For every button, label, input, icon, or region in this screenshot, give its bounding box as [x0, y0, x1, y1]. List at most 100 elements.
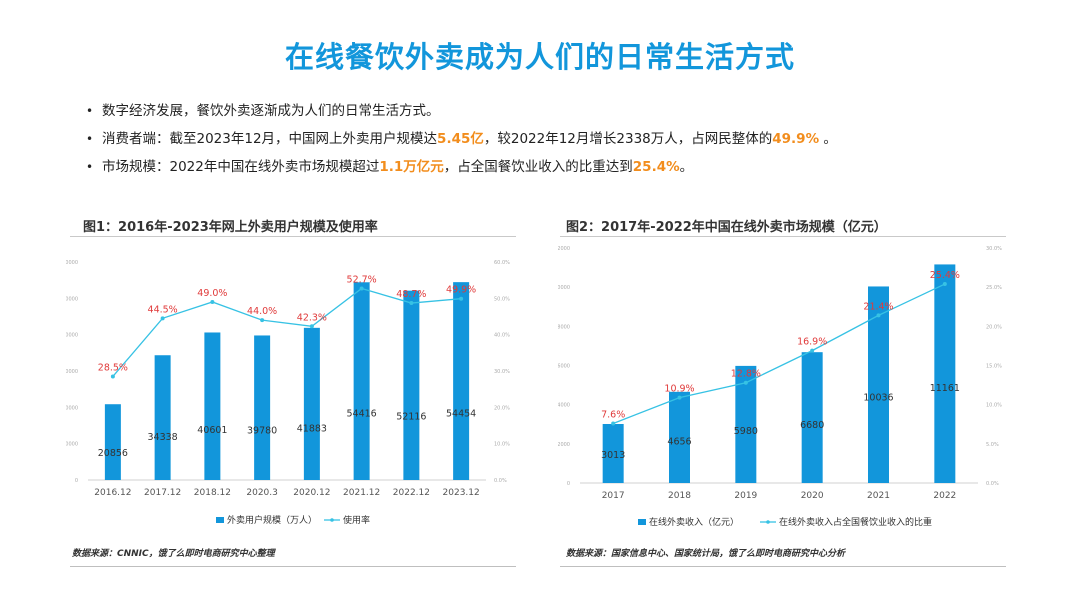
line-value-label: 52.7%	[347, 275, 377, 286]
bar-value-label: 3013	[601, 450, 625, 461]
x-tick-label: 2023.12	[443, 488, 480, 498]
usage-line	[612, 283, 946, 425]
line-point	[309, 324, 314, 329]
line-point	[409, 301, 414, 306]
bullet-text: 市场规模：2022年中国在线外卖市场规模超过	[102, 159, 380, 175]
bar-value-label: 11161	[930, 383, 960, 394]
bullet-item: • 数字经济发展，餐饮外卖逐渐成为人们的日常生活方式。	[86, 97, 837, 125]
line-point	[677, 395, 682, 400]
line-point	[110, 374, 115, 379]
line-point	[611, 421, 616, 426]
y-right-tick-label: 0.0%	[986, 481, 999, 487]
y-left-tick-label: 12000	[558, 246, 570, 252]
chart1-source: 数据来源：CNNIC，饿了么即时电商研究中心整理	[72, 549, 275, 559]
bar	[868, 286, 889, 483]
y-left-tick-label: 0	[75, 478, 78, 484]
legend-line-marker	[766, 520, 770, 524]
y-right-tick-label: 30.0%	[986, 246, 1002, 252]
line-value-label: 12.8%	[731, 369, 761, 380]
x-tick-label: 2022.12	[393, 488, 430, 498]
bullet-text: 。	[679, 159, 694, 175]
bar	[602, 423, 624, 483]
bar	[403, 290, 420, 480]
line-point	[876, 313, 881, 318]
y-left-tick-label: 50000	[66, 296, 78, 302]
y-right-tick-label: 10.0%	[986, 403, 1002, 409]
y-left-tick-label: 2000	[558, 442, 570, 448]
y-left-tick-label: 6000	[558, 364, 570, 370]
line-point	[942, 282, 947, 287]
bar	[669, 391, 690, 483]
line-point	[359, 286, 364, 291]
bullet-item: • 市场规模：2022年中国在线外卖市场规模超过1.1万亿元，占全国餐饮业收入的比…	[86, 153, 837, 181]
bullet-dot: •	[86, 132, 94, 146]
bar-value-label: 34338	[148, 432, 178, 443]
line-value-label: 49.0%	[197, 288, 227, 299]
y-right-tick-label: 25.0%	[986, 285, 1002, 291]
x-tick-label: 2022	[933, 491, 956, 501]
x-tick-label: 2017.12	[144, 488, 181, 498]
bullet-highlight: 25.4%	[632, 159, 680, 175]
bar-value-label: 39780	[247, 426, 277, 437]
line-value-label: 25.4%	[930, 270, 960, 281]
bar	[801, 352, 823, 483]
bar-value-label: 5980	[734, 426, 758, 437]
line-value-label: 28.5%	[98, 362, 128, 373]
x-tick-label: 2020	[801, 491, 824, 501]
bar-value-label: 52116	[396, 411, 426, 422]
bullet-text: 。	[819, 131, 837, 147]
x-tick-label: 2016.12	[94, 488, 131, 498]
line-point	[459, 296, 464, 301]
x-tick-label: 2018.12	[194, 488, 231, 498]
bar-value-label: 54416	[347, 409, 377, 420]
chart2-title: 图2：2017年-2022年中国在线外卖市场规模（亿元）	[566, 220, 887, 235]
line-value-label: 10.9%	[664, 384, 694, 395]
bar	[453, 282, 470, 480]
legend-line-marker	[330, 518, 334, 522]
page-title: 在线餐饮外卖成为人们的日常生活方式	[284, 40, 795, 74]
chart1-title: 图1：2016年-2023年网上外卖用户规模及使用率	[83, 220, 378, 235]
x-tick-label: 2021.12	[343, 488, 380, 498]
legend-bar-swatch	[216, 517, 224, 523]
legend-bar-swatch	[638, 519, 646, 525]
line-point	[810, 348, 815, 353]
bar	[303, 327, 320, 480]
y-right-tick-label: 20.0%	[986, 324, 1002, 330]
bullet-text: 消费者端：截至2023年12月，中国网上外卖用户规模达	[102, 131, 438, 147]
bullet-highlight: 1.1万亿元	[379, 159, 444, 175]
bullet-text: 数字经济发展，餐饮外卖逐渐成为人们的日常生活方式。	[102, 103, 440, 119]
bar-value-label: 54454	[446, 409, 476, 420]
bar	[735, 365, 757, 483]
y-right-tick-label: 5.0%	[986, 442, 999, 448]
y-left-tick-label: 30000	[66, 369, 78, 375]
x-tick-label: 2017	[602, 491, 625, 501]
line-value-label: 48.7%	[396, 289, 426, 300]
chart2: 0 2000 4000 6000 8000 10000 12000 0.0% 5.0% 10.0%…	[558, 246, 1002, 528]
legend: 在线外卖收入（亿元） 在线外卖收入占全国餐饮业收入的比重	[638, 516, 932, 528]
line-value-label: 21.4%	[863, 301, 893, 312]
y-right-tick-label: 40.0%	[494, 333, 510, 339]
bar-value-label: 20856	[98, 448, 128, 459]
bar	[934, 264, 956, 483]
y-right-tick-label: 30.0%	[494, 369, 510, 375]
bar-value-label: 41883	[297, 423, 327, 434]
y-left-tick-label: 8000	[558, 324, 570, 330]
line-point	[210, 299, 215, 304]
legend-bar-label: 在线外卖收入（亿元）	[649, 516, 739, 528]
x-tick-label: 2020.12	[293, 488, 330, 498]
y-right-tick-label: 10.0%	[494, 442, 510, 448]
legend-bar-label: 外卖用户规模（万人）	[227, 514, 317, 526]
y-right-tick-label: 20.0%	[494, 405, 510, 411]
bar-value-label: 10036	[863, 392, 893, 403]
bullet-highlight: 49.9%	[772, 131, 820, 147]
bullet-text: ，占全国餐饮业收入的比重达到	[443, 159, 633, 175]
line-point	[743, 380, 748, 385]
line-point	[160, 316, 165, 321]
y-right-tick-label: 0.0%	[494, 478, 507, 484]
x-tick-label: 2018	[668, 491, 691, 501]
y-left-tick-label: 10000	[66, 442, 78, 448]
y-left-tick-label: 4000	[558, 403, 570, 409]
bullet-item: • 消费者端：截至2023年12月，中国网上外卖用户规模达5.45亿，较2022年…	[86, 125, 837, 153]
